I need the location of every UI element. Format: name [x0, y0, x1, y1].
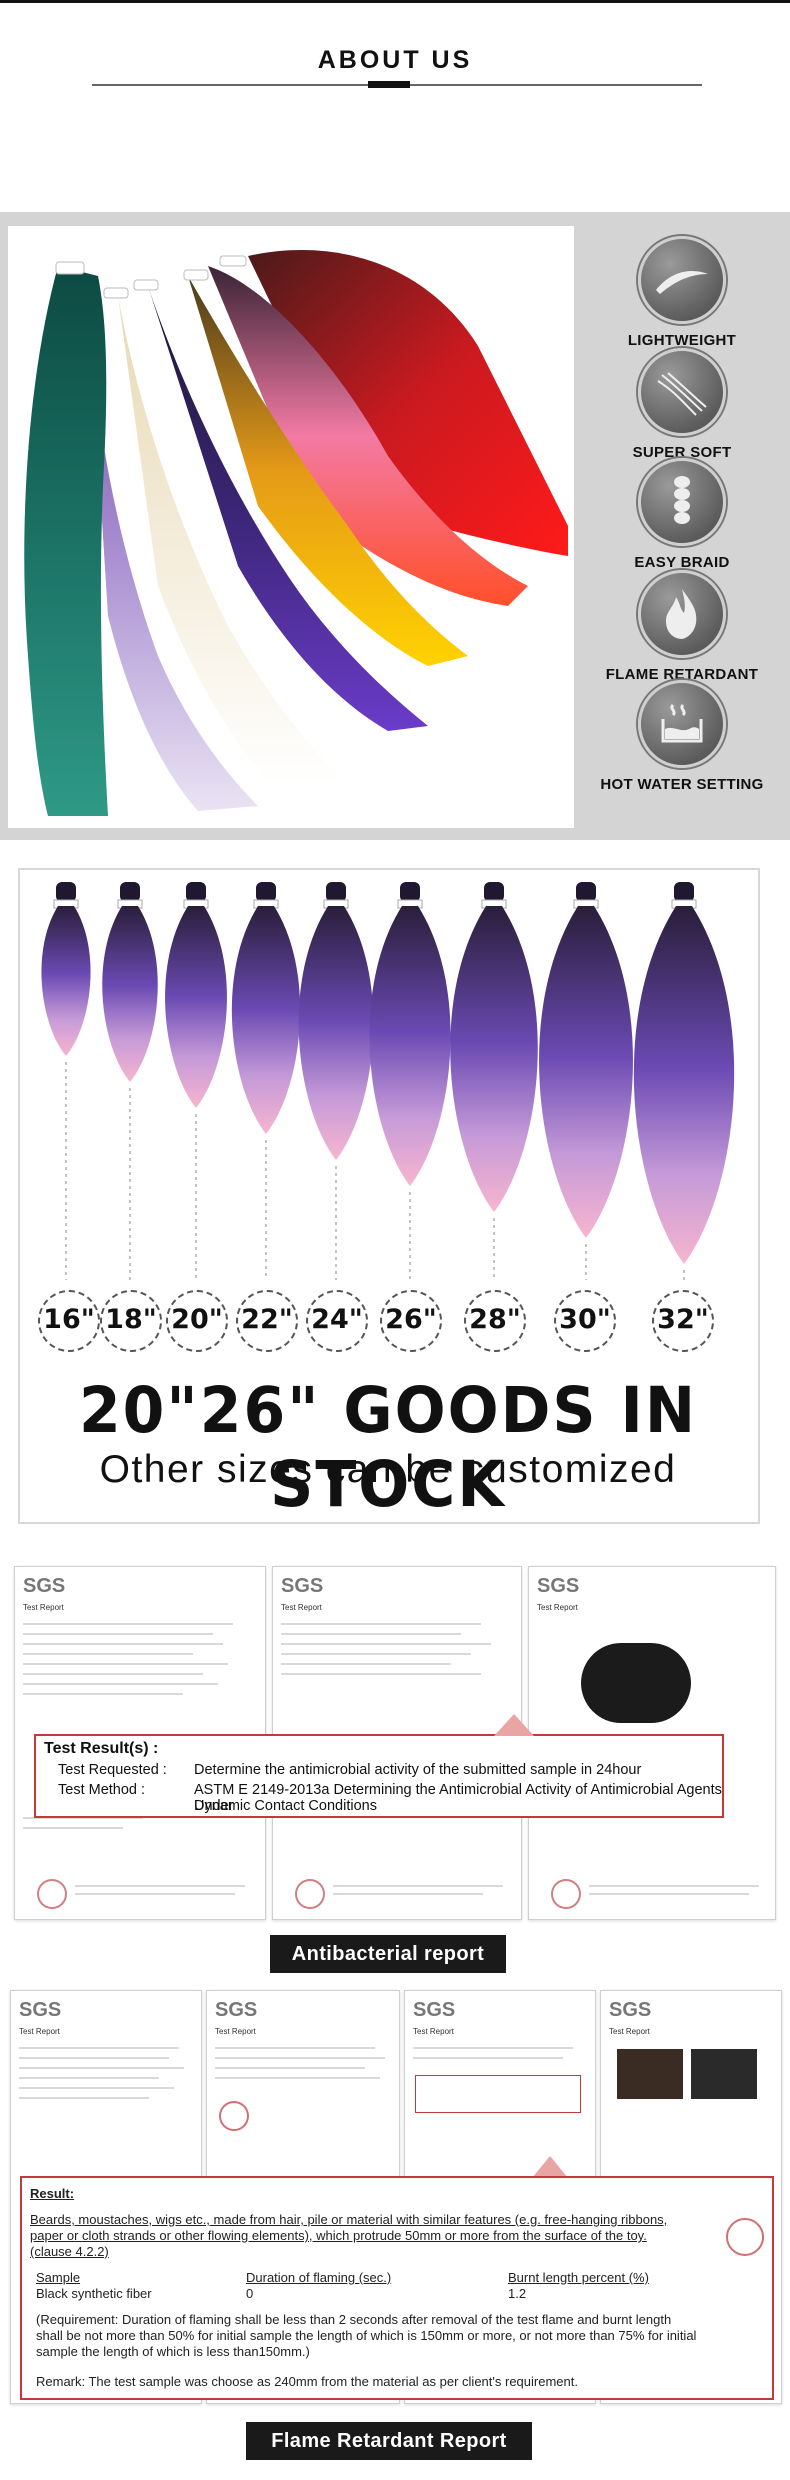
col-burnt: Burnt length percent (%) [508, 2270, 649, 2285]
page-title: ABOUT US [317, 46, 473, 74]
result-title: Result: [30, 2186, 75, 2201]
braid-bundle [102, 882, 158, 1280]
length-16: 16" [38, 1290, 100, 1352]
length-22: 22" [236, 1290, 298, 1352]
braid-bundle [369, 882, 451, 1280]
stamp-icon [295, 1879, 325, 1909]
report-header: Test Report [23, 1603, 64, 1612]
antibacterial-report-section: SGS Test Report SGS Test Report SGS Test… [14, 1566, 776, 1926]
length-26: 26" [380, 1290, 442, 1352]
feature-hot-water-setting: HOT WATER SETTING [590, 680, 774, 793]
remark: Remark: The test sample was choose as 24… [36, 2374, 578, 2389]
hair-product-photo [8, 226, 574, 828]
feature-flame-retardant: FLAME RETARDANT [590, 570, 774, 683]
result-title: Test Result(s) : [44, 1740, 159, 1757]
sgs-logo: SGS [413, 1999, 456, 2021]
requirement-line: (Requirement: Duration of flaming shall … [36, 2312, 672, 2327]
stamp-icon [219, 2101, 249, 2131]
flame-report-label: Flame Retardant Report [246, 2422, 532, 2460]
stock-title: 20"26" GOODS IN STOCK [78, 1374, 698, 1522]
val-burnt: 1.2 [508, 2286, 527, 2301]
pointer-arrow-icon [494, 1714, 534, 1736]
sample-photo [617, 2049, 683, 2099]
feather-icon [638, 236, 726, 324]
feature-super-soft: SUPER SOFT [590, 348, 774, 461]
length-30: 30" [554, 1290, 616, 1352]
result-key: Test Requested : [58, 1762, 167, 1778]
requirement-line: shall be not more than 50% for initial s… [36, 2328, 697, 2343]
feature-label: EASY BRAID [634, 554, 730, 571]
stock-subtitle: Other sizes can be customized [99, 1448, 677, 1491]
result-value: Dynamic Contact Conditions [194, 1798, 377, 1814]
sgs-logo: SGS [215, 1999, 258, 2021]
val-sample: Black synthetic fiber [36, 2286, 152, 2301]
length-20: 20" [166, 1290, 228, 1352]
flame-icon [638, 570, 726, 658]
braid-bundles-illustration [41, 882, 735, 1280]
braid-bundle [539, 882, 633, 1280]
braid-bundle [231, 882, 301, 1280]
length-24: 24" [306, 1290, 368, 1352]
report-header: Test Report [413, 2027, 454, 2036]
result-line: paper or cloth strands or other flowing … [30, 2228, 647, 2243]
length-28: 28" [464, 1290, 526, 1352]
braid-bundle [298, 882, 374, 1280]
report-header: Test Report [215, 2027, 256, 2036]
sgs-logo: SGS [19, 1999, 62, 2021]
result-key: Test Method : [58, 1782, 146, 1798]
strands-icon [638, 348, 726, 436]
val-duration: 0 [246, 2286, 254, 2301]
sample-photo [691, 2049, 757, 2099]
water-icon [638, 680, 726, 768]
title-underline-accent [368, 81, 410, 88]
result-value: Determine the antimicrobial activity of … [194, 1762, 642, 1778]
feature-easy-braid: EASY BRAID [590, 458, 774, 571]
length-32: 32" [652, 1290, 714, 1352]
antibacterial-report-label: Antibacterial report [270, 1935, 506, 1973]
feature-lightweight: LIGHTWEIGHT [590, 236, 774, 349]
length-labels: 16" 18" 20" 22" 24" 26" 28" 30" 32" [18, 1290, 756, 1360]
result-line: Beards, moustaches, wigs etc., made from… [30, 2212, 668, 2227]
lengths-panel [18, 868, 760, 1524]
highlight-box [415, 2075, 581, 2113]
braid-bundle [165, 882, 227, 1280]
col-duration: Duration of flaming (sec.) [246, 2270, 392, 2285]
report-header: Test Report [537, 1603, 578, 1612]
report-header: Test Report [19, 2027, 60, 2036]
requirement-line: sample the length of which is less than1… [36, 2344, 310, 2359]
length-18: 18" [100, 1290, 162, 1352]
flame-result-box: Result: Beards, moustaches, wigs etc., m… [20, 2176, 774, 2400]
sgs-logo: SGS [23, 1575, 66, 1597]
col-sample: Sample [36, 2270, 81, 2285]
result-value: ASTM E 2149-2013a Determining the Antimi… [194, 1782, 722, 1814]
stamp-icon [726, 2218, 764, 2256]
braid-bundle [633, 882, 735, 1280]
flame-report-section: SGS Test Report SGS Test Report SGS Test… [10, 1990, 782, 2410]
braid-bundle [41, 882, 91, 1280]
braid-icon [638, 458, 726, 546]
feature-label: SUPER SOFT [632, 444, 732, 461]
braid-bundle [450, 882, 538, 1280]
stamp-icon [37, 1879, 67, 1909]
stamp-icon [551, 1879, 581, 1909]
feature-label: HOT WATER SETTING [600, 776, 764, 793]
sgs-logo: SGS [537, 1575, 580, 1597]
antibacterial-result-box: Test Result(s) : Test Requested : Determ… [34, 1734, 724, 1818]
sample-photo [581, 1643, 691, 1723]
result-line: (clause 4.2.2) [30, 2244, 109, 2259]
sgs-logo: SGS [609, 1999, 652, 2021]
top-border [0, 0, 790, 3]
feature-label: FLAME RETARDANT [605, 666, 759, 683]
sgs-logo: SGS [281, 1575, 324, 1597]
pointer-arrow-icon [532, 2156, 568, 2178]
report-header: Test Report [609, 2027, 650, 2036]
feature-label: LIGHTWEIGHT [627, 332, 737, 349]
report-header: Test Report [281, 1603, 322, 1612]
